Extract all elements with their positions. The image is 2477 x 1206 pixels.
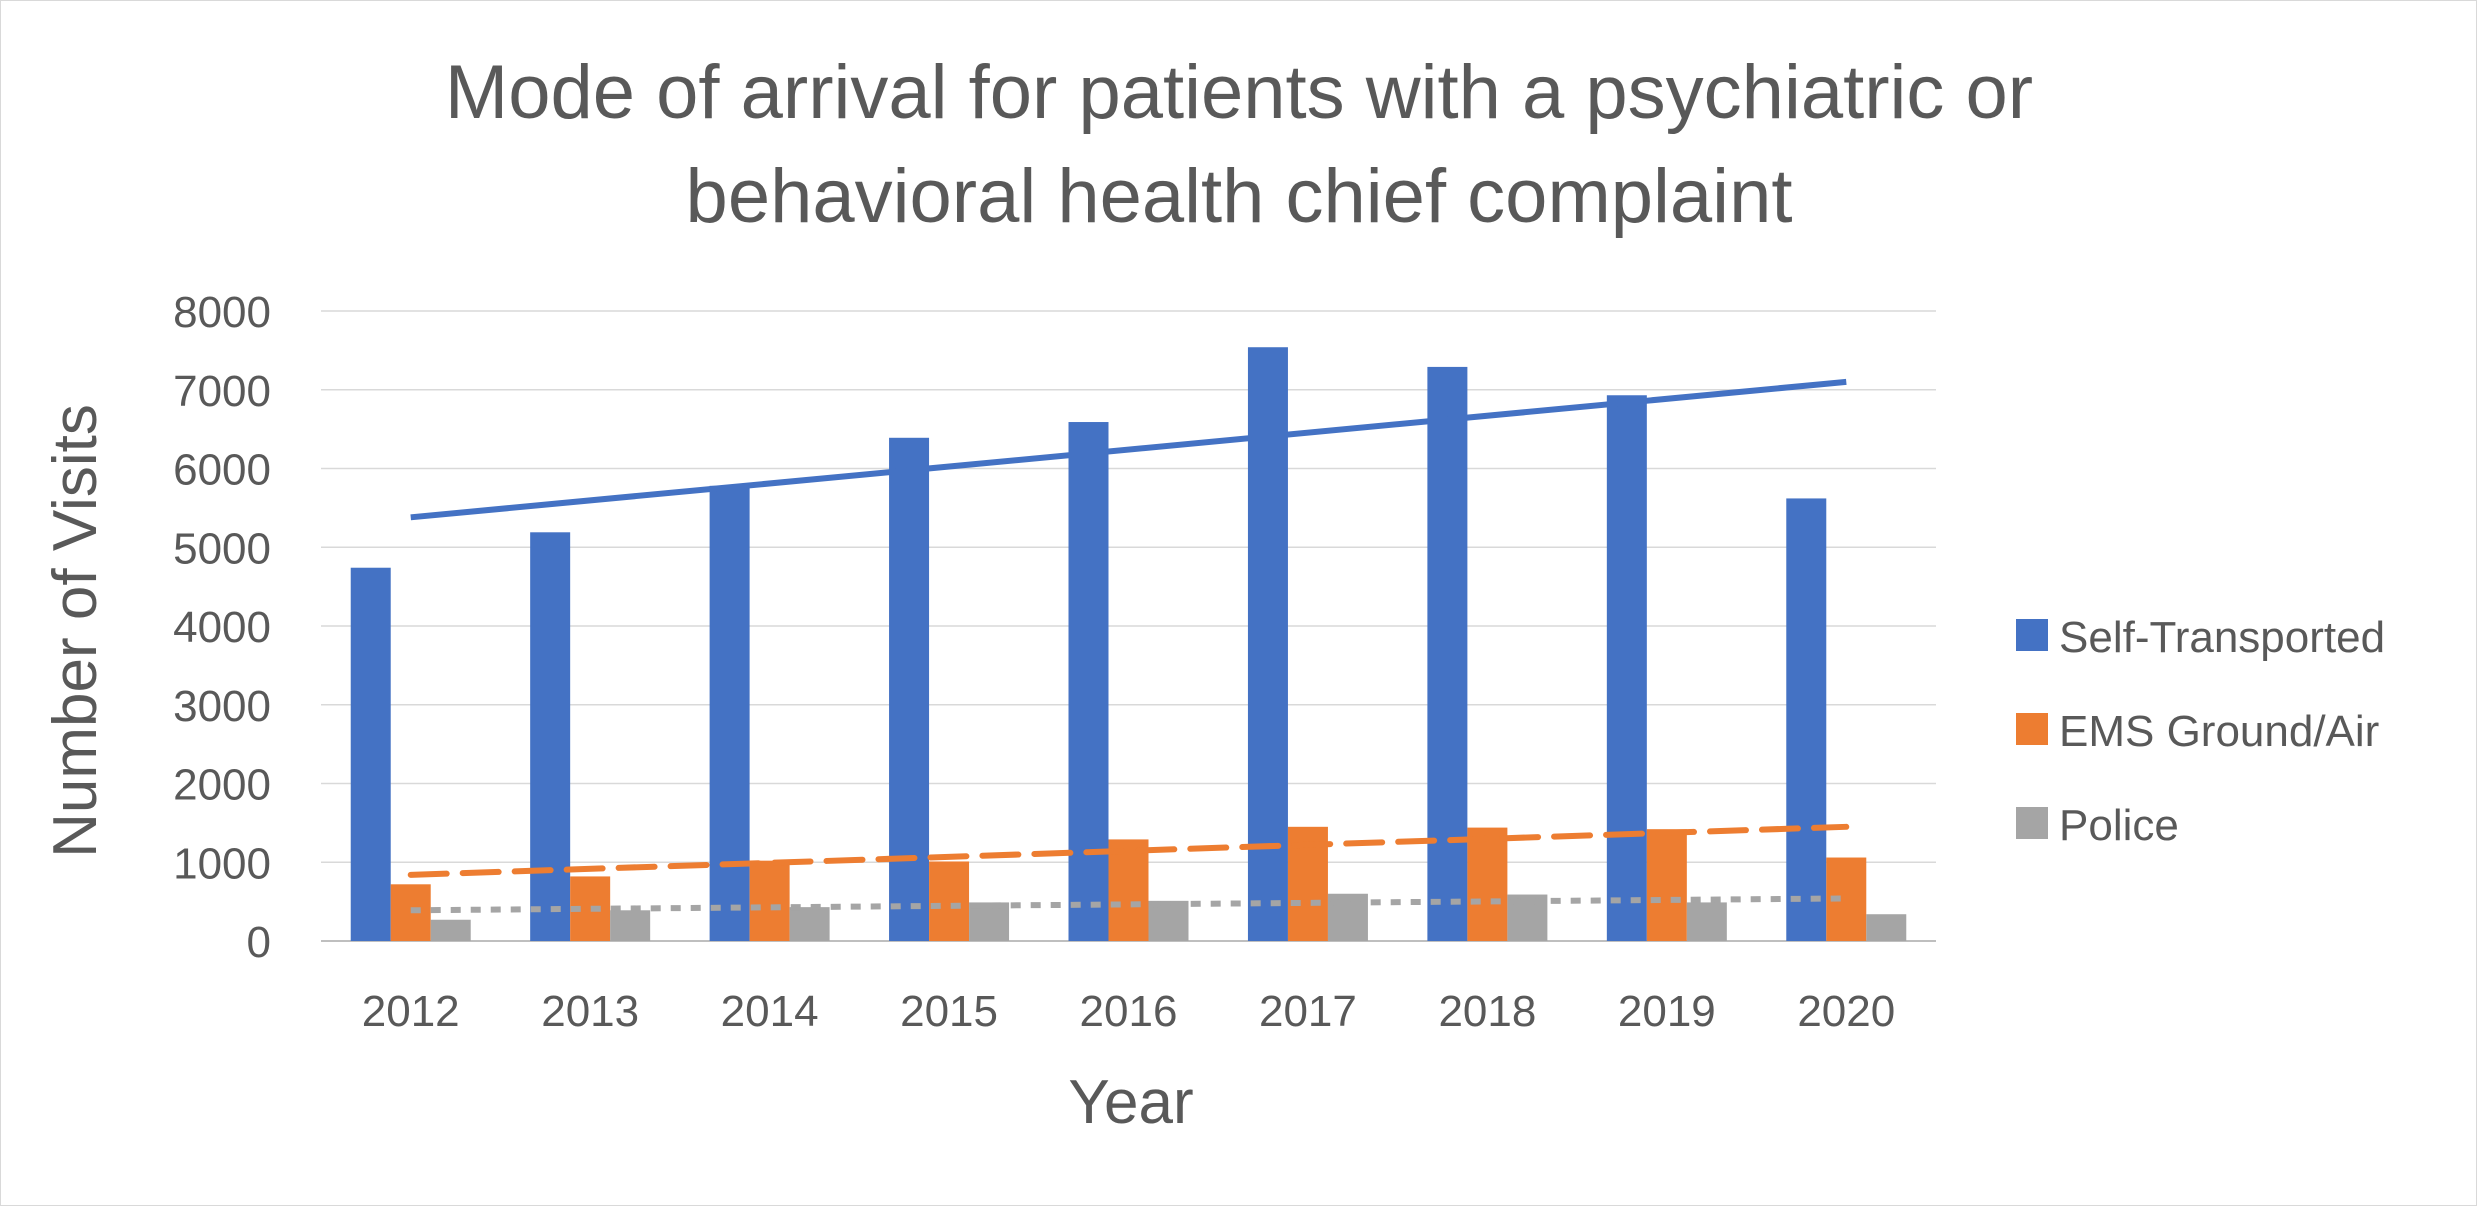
x-tick-label: 2018 (1438, 987, 1536, 1036)
y-tick-label: 8000 (173, 288, 271, 337)
y-tick-label: 4000 (173, 603, 271, 652)
x-tick-label: 2015 (900, 987, 998, 1036)
x-tick-label: 2013 (541, 987, 639, 1036)
bar-self-transported-2020 (1786, 498, 1827, 941)
bar-self-transported-2012 (350, 567, 391, 941)
y-axis-ticks: 0 1000 2000 3000 4000 5000 6000 7000 8000 (173, 288, 271, 967)
bar-self-transported-2019 (1606, 395, 1647, 941)
bar-self-transported-2018 (1427, 366, 1468, 942)
chart-title-line-2: behavioral health chief complaint (686, 154, 1793, 239)
bar-self-transported-2015 (889, 437, 930, 941)
trendline-self-transported (410, 378, 1847, 521)
bar-ems-ground-air-2014 (749, 860, 790, 941)
y-tick-label: 1000 (173, 839, 271, 888)
legend-swatch (2016, 807, 2048, 839)
bar-police-2012 (430, 919, 471, 941)
bar-ems-ground-air-2015 (929, 861, 970, 941)
bar-police-2016 (1148, 900, 1189, 941)
bar-police-2020 (1866, 914, 1907, 941)
y-tick-label: 3000 (173, 682, 271, 731)
bar-police-2014 (789, 907, 830, 941)
x-tick-label: 2020 (1797, 987, 1895, 1036)
bar-self-transported-2014 (709, 485, 750, 941)
x-axis-title: Year (1068, 1068, 1193, 1137)
x-tick-label: 2016 (1080, 987, 1178, 1036)
bar-police-2013 (610, 910, 651, 941)
trendline-ems-ground-air (407, 823, 1850, 878)
bars (350, 347, 1907, 942)
bar-ems-ground-air-2016 (1108, 839, 1149, 941)
bar-ems-ground-air-2012 (390, 884, 431, 941)
bar-ems-ground-air-2018 (1467, 827, 1508, 941)
legend: Self-Transported EMS Ground/Air Police (2016, 613, 2385, 850)
legend-swatch (2016, 619, 2048, 651)
bar-self-transported-2017 (1247, 347, 1288, 942)
x-tick-label: 2014 (721, 987, 819, 1036)
legend-label: EMS Ground/Air (2059, 707, 2379, 756)
x-axis-ticks: 2012 2013 2014 2015 2016 2017 2018 2019 2020 (362, 987, 1895, 1036)
y-tick-label: 2000 (173, 761, 271, 810)
y-axis-title: Number of Visits (41, 404, 110, 858)
y-tick-label: 5000 (173, 524, 271, 573)
bar-self-transported-2013 (530, 532, 571, 941)
legend-label: Self-Transported (2059, 613, 2385, 662)
y-tick-label: 7000 (173, 367, 271, 416)
bar-ems-ground-air-2019 (1646, 829, 1687, 941)
bar-police-2015 (969, 902, 1010, 941)
y-tick-label: 6000 (173, 446, 271, 495)
legend-label: Police (2059, 801, 2179, 850)
y-tick-label: 0 (247, 918, 271, 967)
x-tick-label: 2012 (362, 987, 460, 1036)
x-tick-label: 2019 (1618, 987, 1716, 1036)
bar-self-transported-2016 (1068, 422, 1109, 942)
x-tick-label: 2017 (1259, 987, 1357, 1036)
legend-swatch (2016, 713, 2048, 745)
chart-title-line-1: Mode of arrival for patients with a psyc… (445, 50, 2033, 135)
trendlines (407, 378, 1850, 914)
bar-police-2019 (1686, 902, 1727, 941)
